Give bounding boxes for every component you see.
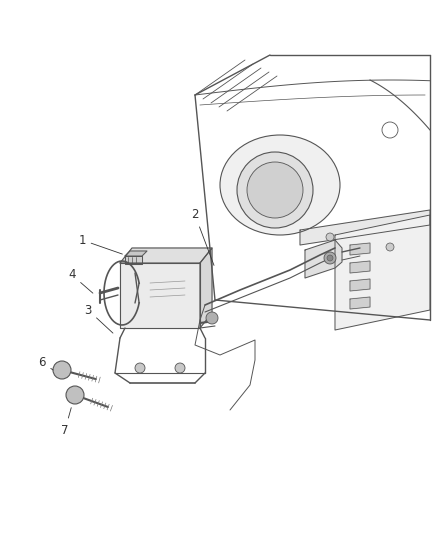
Polygon shape	[125, 251, 147, 256]
Polygon shape	[350, 261, 370, 273]
Circle shape	[327, 255, 333, 261]
Ellipse shape	[220, 135, 340, 235]
Circle shape	[135, 363, 145, 373]
Circle shape	[237, 152, 313, 228]
Text: 2: 2	[191, 208, 214, 265]
Polygon shape	[335, 215, 430, 330]
Polygon shape	[350, 243, 370, 255]
Polygon shape	[120, 263, 200, 328]
Circle shape	[326, 233, 334, 241]
Circle shape	[324, 252, 336, 264]
Circle shape	[206, 312, 218, 324]
Polygon shape	[350, 297, 370, 309]
Circle shape	[53, 361, 71, 379]
Text: 4: 4	[68, 269, 93, 293]
Text: 1: 1	[78, 233, 122, 254]
Text: 6: 6	[38, 356, 53, 370]
Circle shape	[66, 386, 84, 404]
Text: 7: 7	[61, 408, 71, 437]
Circle shape	[386, 243, 394, 251]
Polygon shape	[200, 248, 212, 328]
Text: 3: 3	[84, 303, 113, 333]
Polygon shape	[305, 240, 342, 278]
Polygon shape	[125, 256, 142, 264]
Polygon shape	[300, 210, 430, 245]
Polygon shape	[120, 248, 212, 263]
Polygon shape	[350, 279, 370, 291]
Circle shape	[175, 363, 185, 373]
Circle shape	[247, 162, 303, 218]
